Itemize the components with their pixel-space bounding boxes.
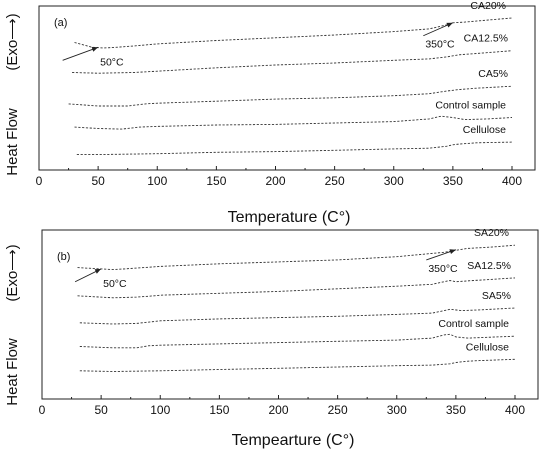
panel-a-x-tick-label-300: 300 — [384, 174, 404, 188]
panel-b-x-tick-label-0: 0 — [39, 403, 46, 417]
panel-b-x-tick-label-50: 50 — [94, 403, 108, 417]
panel-a-series-ca5 — [68, 85, 513, 107]
panel-a-x-tick-label-350: 350 — [443, 174, 463, 188]
panel-b-series-control-sample — [79, 333, 516, 349]
panel-a-y-axis-title: Heat Flow — [4, 108, 21, 176]
panel-b-series-sa12-5 — [77, 277, 516, 299]
panel-b-series-label-cellulose: Cellulose — [466, 341, 509, 353]
panel-a-series-control-sample — [74, 115, 513, 130]
panel-b-series-sa5 — [79, 307, 516, 325]
panel-a-series-cellulose — [76, 141, 513, 155]
panel-a-y-axis-exo: (Exo⟶) — [4, 13, 21, 70]
panel-a-annotation-arrowhead-0 — [91, 47, 99, 52]
panel-a-label: (a) — [54, 17, 67, 29]
panel-b-series-cellulose — [79, 358, 516, 372]
panel-a-series-label-control-sample: Control sample — [435, 100, 506, 112]
panel-b-y-axis-title: Heat Flow — [4, 338, 21, 406]
panel-b-series-label-control-sample: Control sample — [438, 318, 509, 330]
panel-b-label: (b) — [57, 251, 70, 263]
panel-a: 0 50 100 150 200 250 300 350 400 CA20% CA12.5% CA5%… — [4, 0, 536, 226]
panel-a-series-label-cellulose: Cellulose — [463, 124, 506, 136]
panel-b-x-tick-label-150: 150 — [209, 403, 229, 417]
panel-b-annotation-label-1: 350°C — [428, 263, 458, 275]
panel-a-annotation-label-0: 50°C — [100, 56, 124, 68]
panel-a-series-ca12-5 — [72, 50, 513, 74]
panel-b-x-tick-label-100: 100 — [150, 403, 170, 417]
panel-a-annotation-arrowhead-1 — [446, 22, 453, 28]
panel-a-x-tick-label-400: 400 — [502, 174, 522, 188]
panel-b-x-tick-label-200: 200 — [268, 403, 288, 417]
panel-a-plot-frame — [38, 5, 536, 171]
panel-b-x-tick-label-400: 400 — [505, 403, 525, 417]
panel-b: 0 50 100 150 200 250 300 350 400 SA20% SA12.5% SA5%… — [4, 227, 539, 449]
panel-b-x-tick-label-350: 350 — [446, 403, 466, 417]
panel-a-series-label-ca20: CA20% — [470, 0, 506, 12]
panel-b-y-axis-exo: (Exo⟶) — [4, 244, 21, 301]
panel-b-series-label-sa20: SA20% — [474, 227, 509, 239]
panel-a-x-tick-label-50: 50 — [91, 174, 105, 188]
panel-a-x-tick-label-0: 0 — [36, 174, 43, 188]
panel-b-x-tick-label-300: 300 — [387, 403, 407, 417]
panel-a-x-tick-label-250: 250 — [325, 174, 345, 188]
panel-b-annotation-arrowhead-0 — [94, 268, 102, 274]
panel-b-annotation-label-0: 50°C — [103, 278, 127, 290]
panel-b-marks: 0 50 100 150 200 250 300 350 400 SA20% SA12.5% SA5%… — [39, 227, 526, 417]
panel-b-series-sa20 — [77, 244, 516, 271]
panel-a-x-tick-label-150: 150 — [206, 174, 226, 188]
panel-b-x-tick-label-250: 250 — [328, 403, 348, 417]
panel-b-x-axis-title: Tempearture (C°) — [232, 432, 355, 449]
panel-a-annotation-label-1: 350°C — [425, 39, 455, 51]
panel-b-series-label-sa12-5: SA12.5% — [467, 260, 511, 272]
panel-a-x-tick-label-100: 100 — [147, 174, 167, 188]
panel-a-series-ca20 — [74, 17, 513, 49]
panel-a-marks: 0 50 100 150 200 250 300 350 400 CA20% CA12.5% CA5%… — [36, 0, 523, 188]
panel-b-annotation-arrowhead-1 — [449, 249, 456, 254]
panel-a-x-tick-label-200: 200 — [265, 174, 285, 188]
panel-a-series-label-ca5: CA5% — [478, 68, 508, 80]
panel-b-series-label-sa5: SA5% — [482, 290, 511, 302]
panel-b-plot-frame — [41, 229, 539, 400]
panel-a-series-label-ca12-5: CA12.5% — [464, 33, 508, 45]
panel-a-x-axis-title: Temperature (C°) — [228, 209, 351, 226]
panel-a-annotation-arrow-0 — [62, 46, 99, 61]
